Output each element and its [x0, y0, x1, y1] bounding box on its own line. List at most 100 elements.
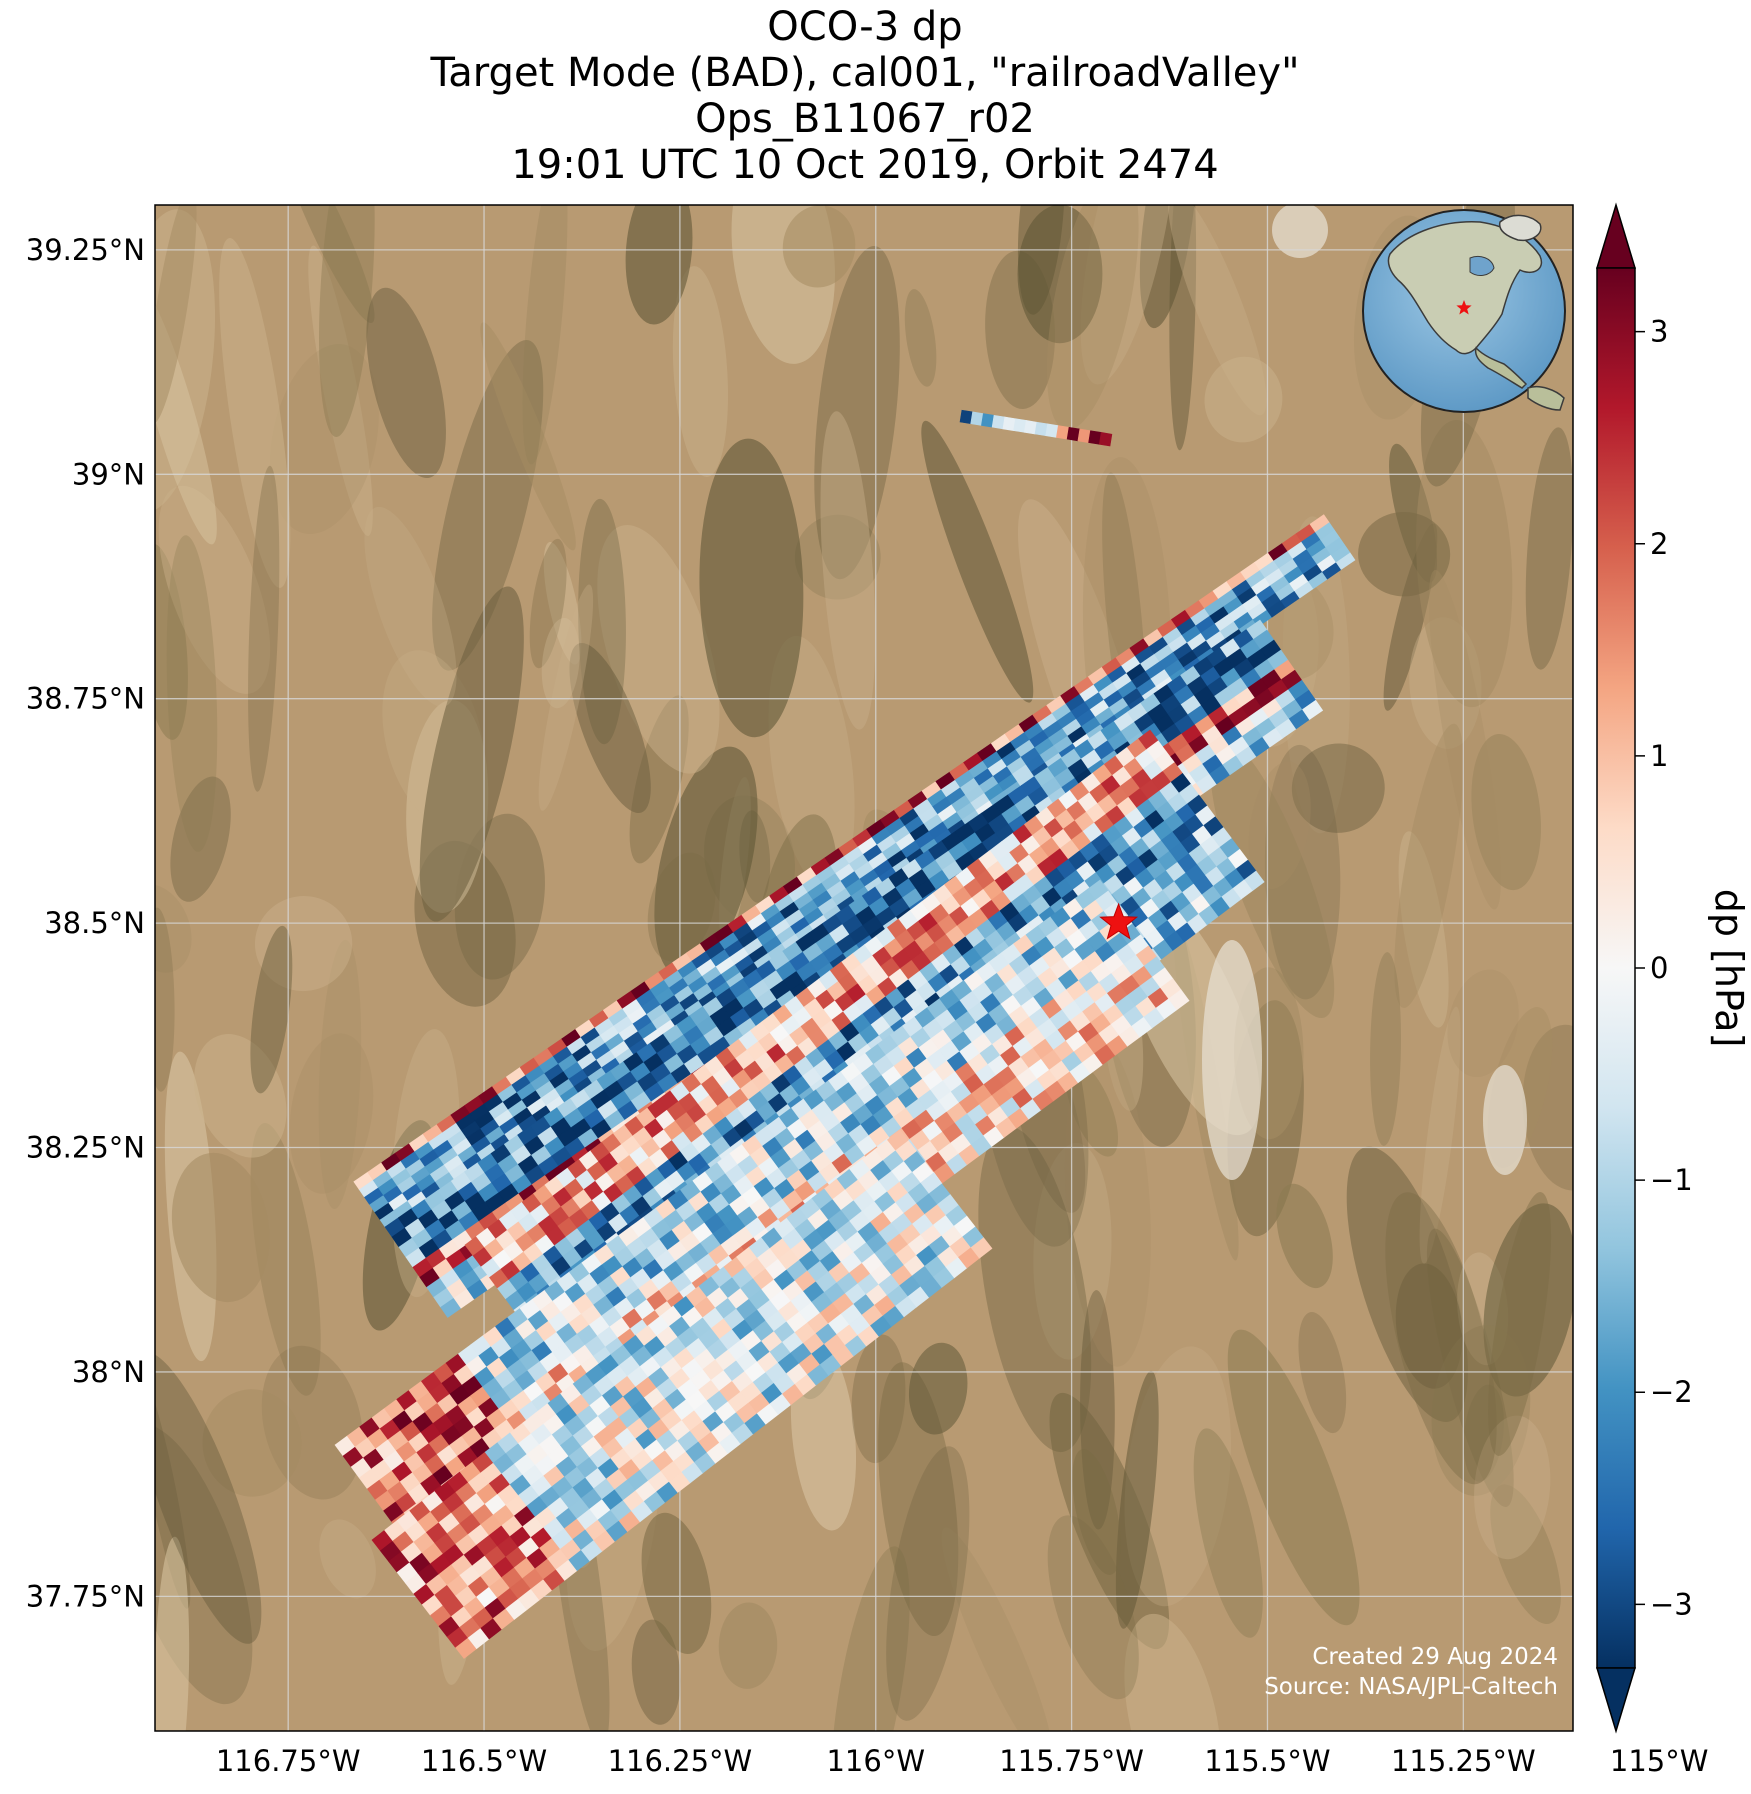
- terrain-patch: [699, 438, 804, 738]
- terrain-patch: [269, 344, 379, 535]
- greenland-land: [1498, 214, 1542, 242]
- south-america-land: [1527, 386, 1565, 411]
- terrain-patch: [171, 1152, 270, 1303]
- credit-created: Created 29 Aug 2024: [1312, 1644, 1558, 1670]
- north-america-land: [1387, 221, 1543, 355]
- terrain-patch: [318, 939, 362, 1209]
- terrain-patch: [1522, 1024, 1573, 1191]
- terrain-patch: [1346, 1146, 1468, 1422]
- lat-tick-label: 39°N: [72, 457, 145, 491]
- lon-tick-label: 115.5°W: [1204, 1744, 1330, 1778]
- terrain-patch: [851, 1334, 906, 1464]
- terrain-patch: [155, 884, 192, 973]
- terrain-patch: [366, 287, 446, 479]
- terrain-patch: [1385, 1192, 1497, 1485]
- terrain-patch: [908, 1342, 968, 1435]
- terrain-patch: [831, 1546, 910, 1731]
- terrain-patch: [155, 205, 197, 424]
- terrain-patch: [1193, 1428, 1263, 1638]
- colorbar-label: dp [hPa]: [1707, 889, 1751, 1048]
- terrain-patch: [569, 643, 651, 814]
- lon-tick-label: 116°W: [826, 1744, 925, 1778]
- terrain-patch: [1115, 1370, 1159, 1629]
- terrain-patch: [1395, 1263, 1463, 1389]
- terrain-patch: [1264, 744, 1341, 1000]
- terrain-patch: [1291, 743, 1385, 833]
- lat-tick-label: 38.75°N: [26, 682, 145, 716]
- terrain-patch: [158, 485, 271, 694]
- map-frame: [154, 204, 1574, 1732]
- colorbar: 3 2 1 0 −1 −2 −3 dp [hPa]: [1595, 202, 1751, 1734]
- terrain-patch: [921, 420, 1034, 703]
- terrain-patch: [1428, 569, 1501, 910]
- swath-cell: [981, 413, 995, 428]
- swath-cell: [970, 1237, 993, 1259]
- colorbar-tick-label: 3: [1650, 315, 1668, 349]
- terrain-patch: [250, 925, 293, 1094]
- lon-tick-label: 116.5°W: [421, 1744, 547, 1778]
- terrain-patch: [1488, 1192, 1552, 1456]
- terrain-patch: [194, 1034, 287, 1158]
- terrain-patch: [1447, 969, 1519, 1078]
- terrain-patch: [364, 506, 457, 707]
- swath-cell: [1302, 699, 1324, 721]
- terrain-patch: [820, 411, 876, 730]
- lon-tick-label: 115°W: [1610, 1744, 1709, 1778]
- terrain-patch: [1124, 1613, 1221, 1731]
- title-line-4: 19:01 UTC 10 Oct 2019, Orbit 2474: [511, 142, 1219, 188]
- swath-cell: [1023, 420, 1038, 435]
- terrain-patch: [541, 617, 580, 709]
- swath-cell: [1056, 425, 1070, 440]
- colorbar-tick-label: 0: [1650, 951, 1668, 985]
- terrain-patch: [1370, 952, 1401, 1146]
- terrain-patch: [1394, 723, 1464, 1008]
- swath-cell: [959, 409, 973, 425]
- terrain-patch: [1046, 205, 1139, 431]
- globe-target-star: [1456, 300, 1472, 315]
- title-line-2: Target Mode (BAD), cal001, "railroadVall…: [430, 50, 1300, 96]
- terrain-patch: [641, 1512, 712, 1654]
- terrain-patch: [1276, 1183, 1333, 1289]
- lat-tick-label: 38°N: [72, 1355, 145, 1389]
- terrain-patch: [432, 339, 544, 671]
- swath-cell: [1098, 432, 1113, 447]
- terrain-patch: [1416, 419, 1513, 708]
- dry-lake-bed: [1272, 205, 1328, 258]
- lon-tick-label: 115.75°W: [999, 1744, 1144, 1778]
- terrain-patch: [814, 246, 900, 580]
- colorbar-body: [1596, 267, 1636, 1669]
- title-line-3: Ops_B11067_r02: [695, 96, 1035, 142]
- terrain-patch: [219, 238, 291, 588]
- swath-cell: [991, 414, 1006, 430]
- terrain-patch: [155, 1536, 190, 1731]
- swath-cell: [1244, 870, 1265, 891]
- terrain-patch: [543, 541, 582, 665]
- terrain-patch: [1139, 205, 1197, 329]
- terrain-patch: [538, 584, 594, 811]
- colorbar-extend-top: [1595, 202, 1637, 269]
- terrain-patch: [1463, 1384, 1504, 1482]
- colorbar-tick-label: 1: [1650, 739, 1668, 773]
- terrain-patch: [202, 1389, 302, 1497]
- dry-lake-bed: [1483, 1065, 1527, 1175]
- terrain-patch: [1204, 356, 1283, 443]
- lat-tick-label: 39.25°N: [26, 233, 145, 267]
- terrain-patch: [1072, 1448, 1121, 1575]
- terrain-patch: [254, 896, 353, 992]
- terrain-patch: [1474, 1415, 1551, 1560]
- terrain-patch: [1065, 1061, 1119, 1157]
- swath-cell: [1002, 416, 1016, 431]
- terrain-patch: [1080, 205, 1176, 385]
- credit-source: Source: NASA/JPL-Caltech: [1264, 1674, 1558, 1700]
- terrain-patch: [250, 1123, 321, 1396]
- terrain-patch: [248, 465, 280, 792]
- terrain-patch: [1525, 427, 1573, 670]
- terrain-patch: [261, 1345, 363, 1500]
- terrain-patch: [166, 535, 218, 852]
- terrain-patch: [1017, 205, 1065, 315]
- longitude-tick-labels: 116.75°W 116.5°W 116.25°W 116°W 115.75°W 115.…: [216, 1744, 1709, 1778]
- terrain-patch: [1080, 1290, 1115, 1530]
- terrain-patch: [631, 1619, 681, 1725]
- terrain-patch: [1017, 205, 1103, 344]
- swath-cell: [1168, 989, 1190, 1011]
